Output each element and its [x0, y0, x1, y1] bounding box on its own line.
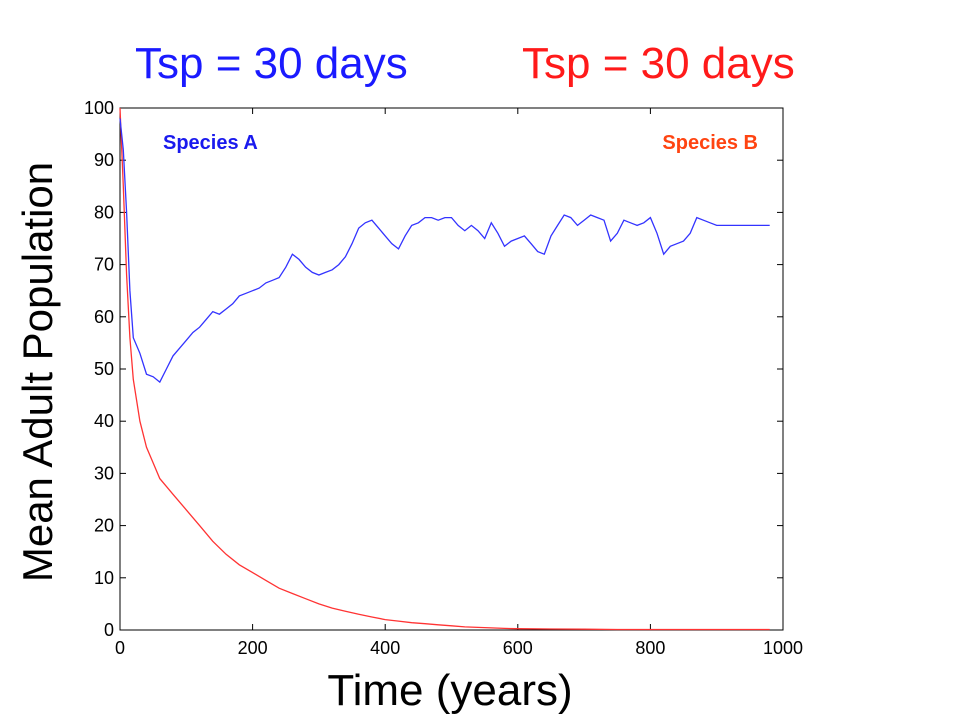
- y-axis: 0 10 20 30 40 50 60 70 80 90 100: [84, 98, 783, 640]
- x-tick-label: 800: [635, 638, 665, 658]
- y-tick-label: 40: [94, 411, 114, 431]
- y-tick-label: 30: [94, 463, 114, 483]
- x-tick-label: 200: [238, 638, 268, 658]
- series-labels: Species A Species B: [163, 132, 758, 154]
- y-tick-label: 90: [94, 150, 114, 170]
- y-tick-label: 70: [94, 255, 114, 275]
- x-tick-label: 0: [115, 638, 125, 658]
- series-label-species-b: Species B: [662, 132, 758, 154]
- right-title: Tsp = 30 days: [522, 39, 795, 88]
- y-tick-label: 20: [94, 516, 114, 536]
- series-lines: [119, 107, 770, 631]
- series-line-species-b: [119, 107, 770, 631]
- x-axis-label: Time (years): [327, 666, 572, 715]
- left-title: Tsp = 30 days: [135, 39, 408, 88]
- x-axis: 0 200 400 600 800 1000: [115, 108, 803, 658]
- x-tick-label: 1000: [763, 638, 803, 658]
- y-tick-label: 100: [84, 98, 114, 118]
- y-tick-label: 80: [94, 202, 114, 222]
- y-tick-label: 10: [94, 568, 114, 588]
- plot-area-frame: [119, 107, 784, 631]
- y-tick-label: 50: [94, 359, 114, 379]
- y-tick-label: 60: [94, 307, 114, 327]
- series-label-species-a: Species A: [163, 132, 258, 154]
- x-tick-label: 600: [503, 638, 533, 658]
- y-tick-label: 0: [104, 620, 114, 640]
- series-line-species-a: [119, 118, 770, 384]
- y-axis-label: Mean Adult Population: [14, 162, 61, 582]
- x-tick-label: 400: [370, 638, 400, 658]
